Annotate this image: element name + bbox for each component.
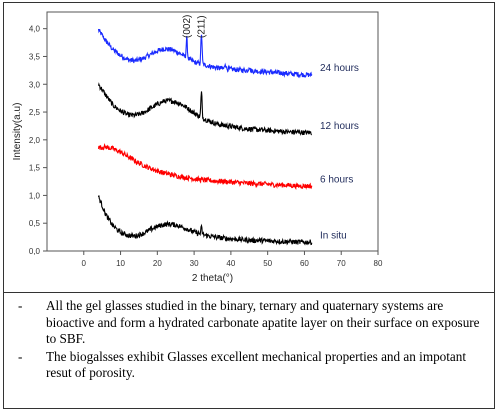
x-tick-label: 50 bbox=[263, 259, 272, 268]
y-tick-label: 1,0 bbox=[29, 191, 41, 200]
y-tick-label: 3,5 bbox=[29, 52, 41, 61]
x-tick-label: 80 bbox=[374, 259, 383, 268]
peak-annotation: (002) bbox=[182, 15, 193, 38]
x-tick-label: 10 bbox=[116, 259, 125, 268]
bullet-item: - The biogalsses exhibit Glasses excelle… bbox=[14, 349, 486, 382]
series-label: 24 hours bbox=[320, 63, 359, 74]
bullet-dash: - bbox=[18, 348, 23, 364]
series-label: 12 hours bbox=[320, 121, 359, 132]
series-line-6-hours bbox=[97, 142, 313, 191]
x-tick-label: 40 bbox=[226, 259, 235, 268]
series-label: 6 hours bbox=[320, 174, 353, 185]
bullet-dash: - bbox=[18, 298, 23, 313]
y-tick-label: 4,0 bbox=[29, 25, 41, 34]
y-tick-label: 1,5 bbox=[29, 164, 41, 173]
bullet-item: - All the gel glasses studied in the bin… bbox=[14, 298, 486, 348]
y-tick-label: 0,0 bbox=[29, 247, 41, 256]
bullet-text: All the gel glasses studied in the binar… bbox=[46, 298, 480, 347]
x-tick-label: 60 bbox=[300, 259, 309, 268]
series-label: In situ bbox=[320, 230, 347, 241]
x-axis-label: 2 theta(°) bbox=[192, 273, 233, 284]
x-tick-label: 0 bbox=[82, 259, 87, 268]
xrd-chart: 0 10 20 30 40 50 60 70 80 0,0 0,5 1,0 1,5 2,0 2,5 3,0 3,… bbox=[12, 11, 383, 284]
plot-area-frame bbox=[46, 11, 379, 252]
series-line-in-situ bbox=[97, 195, 313, 246]
bullet-list: - All the gel glasses studied in the bin… bbox=[14, 298, 486, 383]
series-line-12-hours bbox=[97, 82, 312, 136]
bullet-text: The biogalsses exhibit Glasses excellent… bbox=[46, 348, 467, 381]
section-divider bbox=[3, 292, 495, 293]
y-tick-label: 2,0 bbox=[29, 136, 41, 145]
chart-labels-layer: 24 hours 12 hours 6 hours In situ (002) (211) bbox=[182, 15, 359, 242]
y-tick-label: 0,5 bbox=[29, 219, 41, 228]
x-tick-label: 20 bbox=[153, 259, 162, 268]
series-line-24-hours bbox=[97, 28, 313, 79]
y-axis-label: Intensity(a.u) bbox=[12, 103, 23, 161]
peak-annotation: (211) bbox=[196, 15, 207, 38]
x-tick-label: 30 bbox=[190, 259, 199, 268]
chart-axes: 0 10 20 30 40 50 60 70 80 0,0 0,5 1,0 1,5 2,0 2,5 3,0 3,… bbox=[12, 11, 383, 284]
y-tick-label: 2,5 bbox=[29, 108, 41, 117]
x-tick-label: 70 bbox=[337, 259, 346, 268]
chart-series-layer bbox=[97, 28, 313, 246]
y-tick-label: 3,0 bbox=[29, 80, 41, 89]
